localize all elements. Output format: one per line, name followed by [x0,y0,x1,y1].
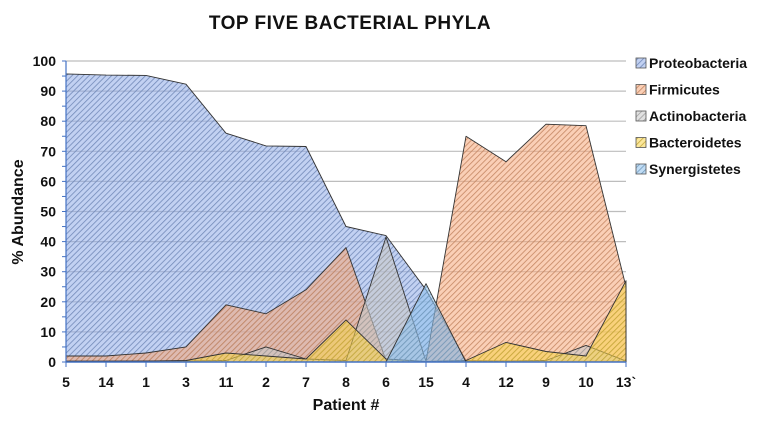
legend-label: Synergistetes [649,161,741,177]
x-axis-ticks: 5 14 1 3 11 2 7 8 6 15 4 12 9 10 13` [62,362,636,390]
y-tick-label: 70 [40,143,56,159]
x-tick-label: 10 [578,374,594,390]
y-tick-label: 20 [40,294,56,310]
x-tick-label: 7 [302,374,310,390]
y-tick-label: 80 [40,113,56,129]
legend-item-synergistetes: Synergistetes [635,161,741,177]
y-tick-label: 0 [48,354,56,370]
legend-item-actinobacteria: Actinobacteria [635,108,746,124]
legend-label: Bacteroidetes [649,135,742,151]
x-tick-label: 4 [462,374,470,390]
x-tick-label: 13` [616,374,636,390]
legend-swatch [635,84,647,95]
x-tick-label: 3 [182,374,190,390]
y-axis-title: % Abundance [10,159,27,264]
x-tick-label: 12 [498,374,514,390]
legend-label: Actinobacteria [649,108,746,124]
y-tick-label: 90 [40,83,56,99]
chart-title: TOP FIVE BACTERIAL PHYLA [208,13,492,34]
series-areas [65,73,627,363]
x-tick-label: 1 [142,374,150,390]
legend-item-firmicutes: Firmicutes [635,82,720,98]
area-bacteroidetes [65,280,627,363]
y-tick-label: 100 [33,53,57,69]
y-axis-ticks: 0 10 20 30 40 50 60 70 80 90 100 [33,53,66,370]
legend-item-proteobacteria: Proteobacteria [635,55,747,71]
legend: Proteobacteria Firmicutes Actinobacteria Ba… [635,55,747,177]
x-axis-title: Patient # [313,397,380,414]
x-tick-label: 11 [219,374,234,390]
legend-swatch [635,163,647,175]
x-tick-label: 14 [98,374,114,390]
legend-label: Firmicutes [649,82,720,98]
x-tick-label: 5 [62,374,70,390]
y-tick-label: 60 [40,173,56,189]
legend-item-bacteroidetes: Bacteroidetes [635,135,742,151]
legend-swatch [635,110,647,122]
legend-label: Proteobacteria [649,55,747,71]
legend-swatch [635,57,647,69]
x-tick-label: 6 [382,374,390,390]
y-tick-label: 40 [40,234,56,250]
y-tick-label: 50 [40,204,56,220]
x-tick-label: 2 [262,374,270,390]
legend-swatch [635,137,647,148]
x-tick-label: 9 [542,374,550,390]
x-tick-label: 8 [342,374,350,390]
y-tick-label: 10 [40,324,56,340]
y-tick-label: 30 [40,264,56,280]
x-tick-label: 15 [418,374,434,390]
